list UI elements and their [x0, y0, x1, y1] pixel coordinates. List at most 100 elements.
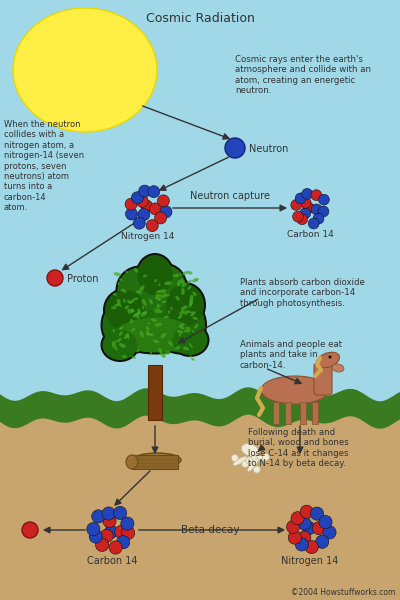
Ellipse shape	[140, 331, 144, 337]
Ellipse shape	[175, 346, 181, 350]
Ellipse shape	[112, 341, 116, 349]
Circle shape	[295, 538, 308, 551]
Bar	[285, 402, 291, 424]
Ellipse shape	[119, 331, 123, 336]
Ellipse shape	[181, 278, 184, 284]
Ellipse shape	[142, 311, 146, 314]
Circle shape	[319, 515, 332, 529]
Ellipse shape	[183, 347, 189, 350]
Ellipse shape	[168, 341, 173, 346]
Ellipse shape	[119, 278, 122, 281]
Circle shape	[47, 270, 63, 286]
Circle shape	[126, 208, 138, 220]
Circle shape	[313, 213, 324, 224]
Circle shape	[286, 520, 300, 533]
Ellipse shape	[164, 282, 206, 328]
Ellipse shape	[159, 352, 166, 358]
Circle shape	[115, 526, 128, 539]
Ellipse shape	[180, 272, 182, 275]
Circle shape	[298, 531, 311, 544]
Ellipse shape	[143, 263, 187, 307]
Ellipse shape	[186, 310, 191, 313]
Ellipse shape	[115, 317, 195, 352]
Circle shape	[92, 510, 105, 523]
Circle shape	[291, 512, 304, 525]
Ellipse shape	[146, 326, 150, 330]
Ellipse shape	[115, 340, 118, 343]
Ellipse shape	[194, 324, 198, 329]
Ellipse shape	[143, 275, 147, 277]
Ellipse shape	[181, 305, 188, 310]
Ellipse shape	[117, 299, 121, 305]
Circle shape	[150, 203, 162, 215]
Bar	[0, 415, 400, 600]
Ellipse shape	[159, 289, 167, 293]
Ellipse shape	[170, 323, 210, 357]
Ellipse shape	[136, 290, 142, 294]
Ellipse shape	[125, 271, 128, 273]
Ellipse shape	[191, 358, 195, 361]
Ellipse shape	[190, 311, 193, 313]
Text: Carbon 14: Carbon 14	[287, 230, 333, 239]
Ellipse shape	[177, 280, 181, 287]
Circle shape	[304, 203, 314, 214]
Circle shape	[87, 523, 100, 536]
Text: Carbon 14: Carbon 14	[87, 556, 137, 566]
Circle shape	[160, 206, 172, 218]
Circle shape	[158, 195, 170, 207]
Ellipse shape	[193, 293, 197, 296]
Circle shape	[246, 457, 253, 464]
Ellipse shape	[133, 453, 181, 467]
Ellipse shape	[122, 355, 127, 358]
Ellipse shape	[133, 313, 138, 317]
Circle shape	[295, 193, 306, 204]
Ellipse shape	[135, 314, 140, 319]
Ellipse shape	[105, 290, 145, 330]
Circle shape	[121, 517, 134, 530]
Bar	[148, 365, 162, 420]
Ellipse shape	[147, 323, 150, 324]
Text: Proton: Proton	[67, 274, 98, 284]
Ellipse shape	[332, 364, 344, 372]
Ellipse shape	[149, 299, 153, 305]
Circle shape	[298, 517, 311, 530]
Ellipse shape	[150, 352, 152, 355]
Ellipse shape	[190, 295, 194, 302]
Ellipse shape	[170, 307, 173, 310]
Circle shape	[311, 204, 322, 215]
Ellipse shape	[158, 283, 160, 286]
Ellipse shape	[192, 317, 198, 320]
Ellipse shape	[146, 333, 151, 335]
Ellipse shape	[113, 316, 197, 355]
Circle shape	[154, 212, 166, 224]
Ellipse shape	[181, 280, 183, 284]
Circle shape	[109, 541, 122, 554]
Ellipse shape	[182, 271, 188, 275]
Ellipse shape	[134, 268, 138, 272]
Ellipse shape	[123, 299, 126, 303]
Circle shape	[262, 454, 270, 460]
Ellipse shape	[111, 307, 116, 309]
Ellipse shape	[102, 330, 138, 360]
Ellipse shape	[118, 265, 192, 345]
Circle shape	[103, 514, 116, 527]
Ellipse shape	[189, 301, 192, 307]
Ellipse shape	[154, 279, 157, 282]
Circle shape	[22, 522, 38, 538]
Circle shape	[311, 190, 322, 200]
Text: Nitrogen 14: Nitrogen 14	[121, 232, 175, 241]
Ellipse shape	[136, 253, 174, 297]
Ellipse shape	[133, 298, 138, 300]
Ellipse shape	[125, 305, 129, 310]
Ellipse shape	[121, 289, 127, 293]
Circle shape	[136, 196, 148, 208]
Ellipse shape	[187, 280, 192, 284]
Ellipse shape	[192, 278, 199, 283]
Ellipse shape	[241, 443, 259, 457]
Circle shape	[242, 461, 249, 467]
Ellipse shape	[118, 282, 119, 285]
Ellipse shape	[127, 300, 131, 304]
Bar	[0, 0, 400, 415]
Ellipse shape	[164, 294, 170, 296]
Circle shape	[323, 526, 336, 539]
